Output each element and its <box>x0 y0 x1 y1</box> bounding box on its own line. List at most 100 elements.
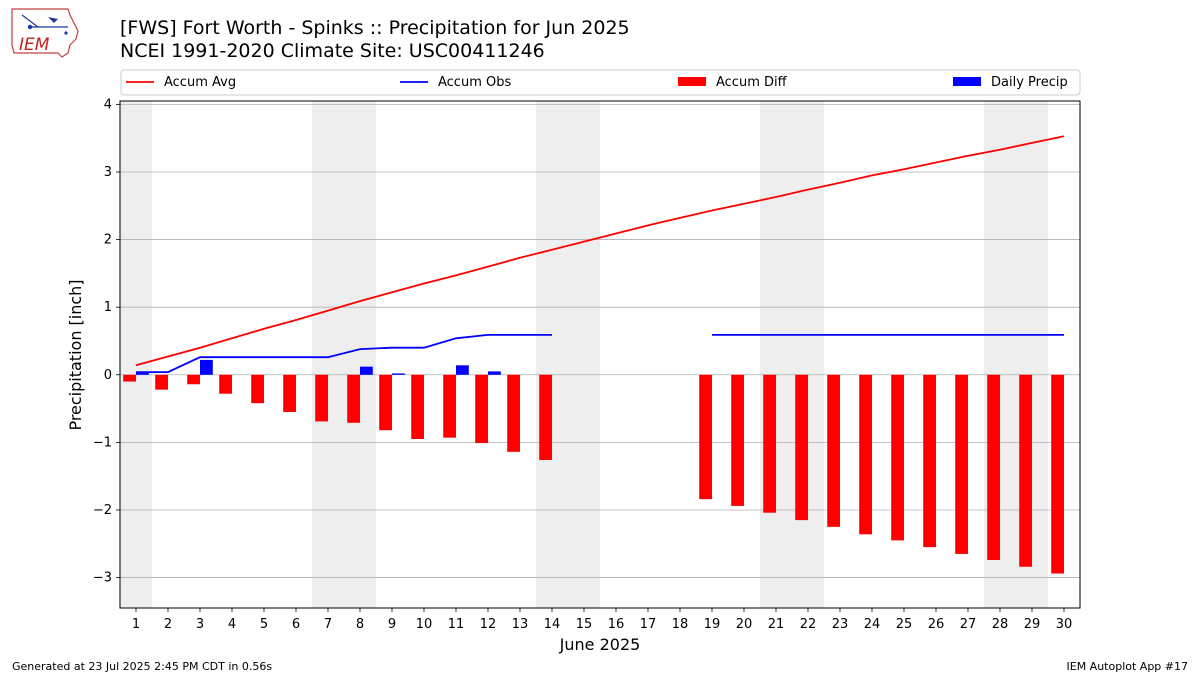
accum-diff-bar <box>443 374 456 438</box>
accum-diff-bar <box>251 374 264 404</box>
accum-diff-bar <box>795 374 808 521</box>
accum-obs-line <box>136 333 552 374</box>
x-tick-label: 17 <box>640 617 657 632</box>
x-tick-label: 24 <box>864 617 881 632</box>
y-tick-label: 3 <box>104 165 112 180</box>
y-tick-label: −2 <box>93 503 112 518</box>
x-tick-label: 18 <box>672 617 689 632</box>
daily-precip-bar <box>392 373 405 375</box>
daily-precip-bar <box>360 366 373 375</box>
app-label: IEM Autoplot App #17 <box>1066 660 1189 673</box>
x-tick-label: 23 <box>832 617 849 632</box>
accum-diff-bar <box>507 374 520 452</box>
x-tick-label: 4 <box>228 617 236 632</box>
iem-logo: IEM <box>11 8 79 58</box>
legend-accum-diff-label: Accum Diff <box>716 75 788 90</box>
accum-avg-line <box>135 135 1065 367</box>
accum-diff-bar <box>379 374 392 431</box>
accum-diff-bar <box>155 374 168 390</box>
x-tick-label: 13 <box>512 617 529 632</box>
x-tick-label: 27 <box>960 617 977 632</box>
iem-logo-text: IEM <box>19 35 50 55</box>
x-tick-label: 30 <box>1056 617 1073 632</box>
x-tick-label: 20 <box>736 617 753 632</box>
weekend-band <box>120 101 152 608</box>
generated-timestamp: Generated at 23 Jul 2025 2:45 PM CDT in … <box>12 660 273 673</box>
x-tick-label: 2 <box>164 617 172 632</box>
accum-diff-bar <box>891 374 904 541</box>
accum-diff-bar <box>187 374 200 385</box>
accum-diff-bar <box>1051 374 1064 574</box>
accum-diff-bar <box>763 374 776 513</box>
daily-precip-bar <box>136 372 149 375</box>
legend-accum-diff-swatch <box>678 77 706 86</box>
weekend-band <box>536 101 600 608</box>
x-tick-label: 22 <box>800 617 817 632</box>
accum-diff-bar <box>539 374 552 460</box>
legend-daily-precip-label: Daily Precip <box>991 75 1068 90</box>
y-tick-label: 2 <box>104 233 112 248</box>
x-tick-label: 6 <box>292 617 300 632</box>
legend-accum-obs: Accum Obs <box>400 75 511 90</box>
x-tick-label: 10 <box>416 617 433 632</box>
legend-accum-obs-label: Accum Obs <box>438 75 511 90</box>
y-tick-label: 1 <box>104 300 112 315</box>
accum-diff-bar <box>859 374 872 535</box>
weekend-band <box>760 101 824 608</box>
x-tick-label: 11 <box>448 617 465 632</box>
daily-precip-bar <box>456 365 469 375</box>
accum-diff-bar <box>219 374 232 394</box>
weekend-shading <box>120 101 1048 608</box>
legend: Accum Avg Accum Obs Accum Diff Daily Precip <box>120 69 1081 96</box>
x-tick-label: 29 <box>1024 617 1041 632</box>
accum-diff-bar <box>731 374 744 506</box>
grid-lines <box>120 103 1080 578</box>
x-tick-label: 14 <box>544 617 561 632</box>
x-tick-label: 12 <box>480 617 497 632</box>
legend-box <box>120 69 1081 96</box>
weekend-band <box>312 101 376 608</box>
x-tick-label: 16 <box>608 617 625 632</box>
daily-precip-bar <box>488 371 501 375</box>
x-tick-label: 1 <box>132 617 140 632</box>
legend-accum-avg-label: Accum Avg <box>164 75 236 90</box>
x-tick-label: 7 <box>324 617 332 632</box>
x-tick-label: 26 <box>928 617 945 632</box>
accum-diff-bar <box>827 374 840 527</box>
accum-diff-bar <box>411 374 424 439</box>
x-tick-label: 19 <box>704 617 721 632</box>
bars <box>123 359 1064 574</box>
plot-frame <box>119 100 1081 609</box>
x-tick-label: 5 <box>260 617 268 632</box>
x-tick-label: 25 <box>896 617 913 632</box>
accum-diff-bar <box>923 374 936 548</box>
x-tick-label: 8 <box>356 617 364 632</box>
x-tick-label: 3 <box>196 617 204 632</box>
y-tick-label: −3 <box>93 571 112 586</box>
y-axis-label: Precipitation [inch] <box>66 279 85 430</box>
accum-diff-bar <box>475 374 488 444</box>
x-tick-label: 28 <box>992 617 1009 632</box>
legend-daily-precip-swatch <box>953 77 981 86</box>
x-axis-label: June 2025 <box>559 635 641 654</box>
accum-diff-bar <box>1019 374 1032 567</box>
x-tick-label: 15 <box>576 617 593 632</box>
accum-diff-bar <box>699 374 712 500</box>
accum-diff-bar <box>347 374 360 423</box>
legend-accum-avg: Accum Avg <box>126 75 236 90</box>
x-tick-label: 21 <box>768 617 785 632</box>
legend-daily-precip: Daily Precip <box>953 75 1068 90</box>
lines <box>135 135 1065 374</box>
accum-diff-bar <box>315 374 328 422</box>
chart-subtitle: NCEI 1991-2020 Climate Site: USC00411246 <box>120 40 545 62</box>
accum-diff-bar <box>955 374 968 554</box>
y-tick-label: 0 <box>104 368 112 383</box>
accum-diff-bar <box>987 374 1000 561</box>
y-tick-label: −1 <box>93 435 112 450</box>
daily-precip-bar <box>200 359 213 375</box>
accum-diff-bar <box>123 374 136 382</box>
y-tick-label: 4 <box>104 97 112 112</box>
chart-title: [FWS] Fort Worth - Spinks :: Precipitati… <box>120 17 630 39</box>
